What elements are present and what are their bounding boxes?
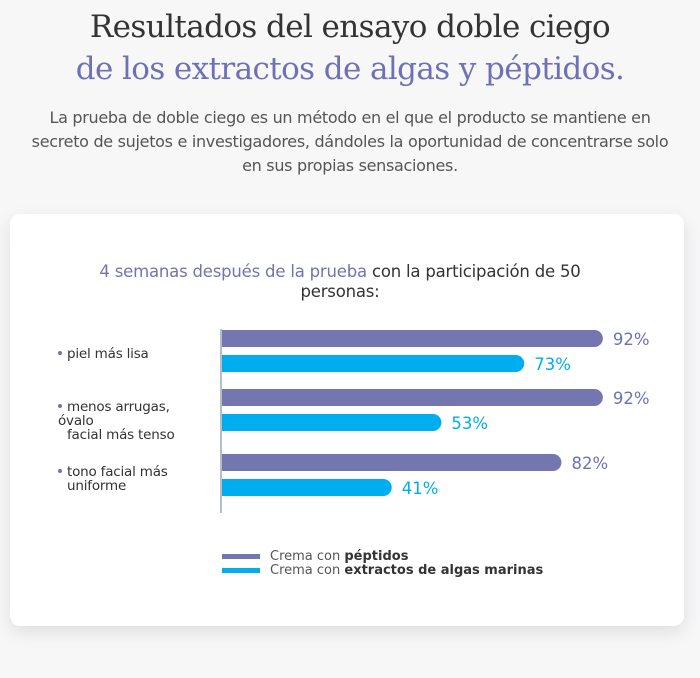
legend: Crema con péptidos Crema con extractos d… — [222, 548, 544, 578]
chart-title-rest: con la participación de 50 — [366, 262, 581, 281]
bar-algae — [222, 355, 525, 372]
chart-title-highlight: 4 semanas después de la prueba — [99, 262, 367, 281]
bullet-icon — [58, 403, 62, 408]
data-label: 73% — [534, 355, 571, 374]
bar-peptides — [222, 454, 562, 471]
bar-algae — [222, 414, 442, 431]
title-line-1: Resultados del ensayo doble ciego — [89, 9, 611, 45]
chart-title: 4 semanas después de la prueba con la pa… — [50, 262, 630, 302]
data-label: 92% — [613, 389, 650, 408]
data-label: 41% — [402, 479, 439, 498]
legend-label: Crema con extractos de algas marinas — [270, 562, 544, 578]
category-label: piel más lisa — [58, 347, 208, 361]
category-label: tono facial más uniforme — [58, 465, 208, 493]
bar-peptides — [222, 330, 603, 347]
legend-item-peptides: Crema con péptidos — [222, 548, 543, 564]
legend-item-algae: Crema con extractos de algas marinas — [222, 562, 544, 578]
intro-paragraph: La prueba de doble ciego es un método en… — [31, 108, 669, 175]
page-title: Resultados del ensayo doble ciego de los… — [0, 6, 700, 90]
data-label: 82% — [571, 454, 608, 473]
data-label: 92% — [613, 330, 650, 349]
data-label: 53% — [451, 414, 488, 433]
legend-label: Crema con péptidos — [270, 548, 409, 564]
chart-title-line2: personas: — [300, 282, 380, 301]
bullet-icon — [58, 350, 62, 355]
legend-swatch-peptides — [222, 553, 260, 559]
title-line-2: de los extractos de algas y péptidos. — [75, 51, 625, 87]
bullet-icon — [58, 468, 62, 473]
bar-peptides — [222, 389, 603, 406]
bar-algae — [222, 479, 392, 496]
legend-swatch-algae — [222, 567, 260, 573]
category-label: menos arrugas, óvalo facial más tenso — [58, 399, 175, 443]
